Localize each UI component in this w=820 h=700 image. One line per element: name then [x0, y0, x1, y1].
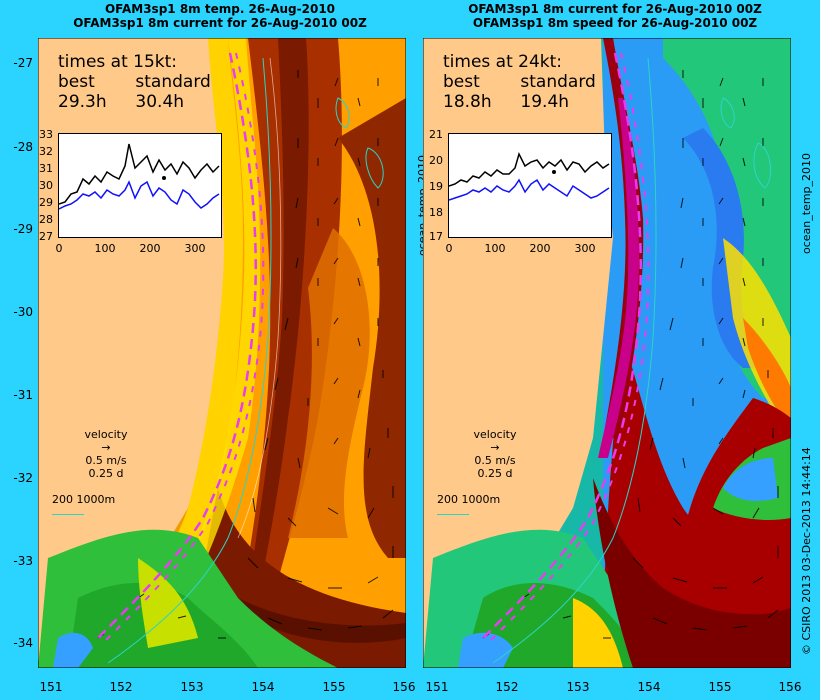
inset-ytick: 32 — [39, 145, 53, 158]
lon-tick: 153 — [566, 680, 590, 694]
inset-ytick: 20 — [429, 154, 443, 167]
inset-xtick: 200 — [139, 242, 161, 255]
inset-ytick: 30 — [39, 179, 53, 192]
left-velocity-key: velocity → 0.5 m/s 0.25 d — [66, 428, 146, 480]
lon-tick: 151 — [39, 680, 63, 694]
left-transit-times: times at 15kt: best standard 29.3h 30.4h — [58, 52, 211, 112]
speed-map: times at 24kt: best standard 18.8h 19.4h… — [423, 38, 791, 668]
temperature-map: times at 15kt: best standard 29.3h 30.4h… — [38, 38, 406, 668]
inset-xtick: 200 — [529, 242, 551, 255]
right-map-title: OFAM3sp1 8m current for 26-Aug-2010 00Z … — [455, 2, 775, 30]
inset-ytick: 19 — [429, 180, 443, 193]
depth-key-label: 200 1000m — [437, 493, 501, 506]
inset-ytick: 21 — [429, 128, 443, 141]
lon-tick: 154 — [637, 680, 661, 694]
lon-tick: 156 — [392, 680, 416, 694]
left-depth-key: 200 1000m — [52, 493, 115, 519]
right-transit-times: times at 24kt: best standard 18.8h 19.4h — [443, 52, 596, 112]
lat-tick: -32 — [13, 471, 33, 485]
right-depth-key: 200 1000m — [437, 493, 500, 519]
speed-map-graphic — [423, 38, 791, 668]
right-times-heading: times at 24kt: — [443, 52, 563, 72]
velocity-duration: 0.25 d — [477, 467, 513, 480]
velocity-arrow-icon: → — [101, 441, 111, 454]
velocity-speed: 0.5 m/s — [474, 454, 516, 467]
lon-tick: 153 — [180, 680, 204, 694]
lat-tick: -30 — [13, 305, 33, 319]
left-standard-label: standard — [135, 72, 211, 92]
inset-ytick: 17 — [429, 230, 443, 243]
lon-tick: 152 — [495, 680, 519, 694]
inset-ytick: 29 — [39, 196, 53, 209]
inset-xtick: 0 — [55, 242, 63, 255]
right-standard-value: 19.4h — [520, 92, 570, 112]
depth-key-label: 200 1000m — [52, 493, 116, 506]
left-standard-value: 30.4h — [135, 92, 185, 112]
velocity-label: velocity — [84, 428, 128, 441]
right-best-value: 18.8h — [443, 92, 492, 112]
velocity-label: velocity — [473, 428, 517, 441]
side-label-right: ocean_temp_2010 — [800, 152, 813, 254]
lat-tick: -34 — [13, 636, 33, 650]
lon-tick: 156 — [778, 680, 802, 694]
inset-ytick: 28 — [39, 213, 53, 226]
lat-tick: -28 — [13, 140, 33, 154]
velocity-arrow-icon: → — [490, 441, 500, 454]
left-best-label: best — [58, 72, 95, 92]
velocity-speed: 0.5 m/s — [85, 454, 127, 467]
lon-tick: 154 — [251, 680, 275, 694]
lon-tick: 155 — [322, 680, 346, 694]
inset-xtick: 300 — [574, 242, 596, 255]
inset-xtick: 300 — [184, 242, 206, 255]
right-velocity-key: velocity → 0.5 m/s 0.25 d — [455, 428, 535, 480]
right-title-line1: OFAM3sp1 8m current for 26-Aug-2010 00Z — [468, 2, 762, 16]
inset-ytick: 33 — [39, 128, 53, 141]
left-times-heading: times at 15kt: — [58, 52, 178, 72]
lat-tick: -27 — [13, 56, 33, 70]
inset-ytick: 31 — [39, 162, 53, 175]
credit-label: © CSIRO 2013 03-Dec-2013 14:44:14 — [800, 447, 813, 655]
inset-xtick: 100 — [484, 242, 506, 255]
lat-tick: -29 — [13, 222, 33, 236]
left-best-value: 29.3h — [58, 92, 107, 112]
right-standard-label: standard — [520, 72, 596, 92]
lon-tick: 151 — [425, 680, 449, 694]
lon-tick: 152 — [109, 680, 133, 694]
depth-contour-swatch — [437, 513, 469, 515]
inset-xtick: 100 — [94, 242, 116, 255]
inset-xtick: 0 — [445, 242, 453, 255]
lon-tick: 155 — [708, 680, 732, 694]
left-times-labels: best standard — [58, 72, 211, 92]
right-best-label: best — [443, 72, 480, 92]
left-times-values: 29.3h 30.4h — [58, 92, 211, 112]
right-inset-graphic — [449, 151, 610, 201]
right-times-values: 18.8h 19.4h — [443, 92, 596, 112]
depth-contour-swatch — [52, 513, 84, 515]
left-map-title: OFAM3sp1 8m temp. 26-Aug-2010 OFAM3sp1 8… — [70, 2, 370, 30]
inset-ytick: 18 — [429, 206, 443, 219]
left-inset-graphic — [59, 143, 220, 210]
inset-ytick: 27 — [39, 230, 53, 243]
left-title-line2: OFAM3sp1 8m current for 26-Aug-2010 00Z — [73, 16, 367, 30]
right-title-line2: OFAM3sp1 8m speed for 26-Aug-2010 00Z — [472, 16, 758, 30]
right-times-labels: best standard — [443, 72, 596, 92]
lat-tick: -31 — [13, 388, 33, 402]
right-inset-plot — [448, 133, 612, 238]
left-title-line1: OFAM3sp1 8m temp. 26-Aug-2010 — [104, 2, 336, 16]
velocity-duration: 0.25 d — [88, 467, 124, 480]
lat-tick: -33 — [13, 554, 33, 568]
left-inset-plot — [58, 133, 222, 238]
